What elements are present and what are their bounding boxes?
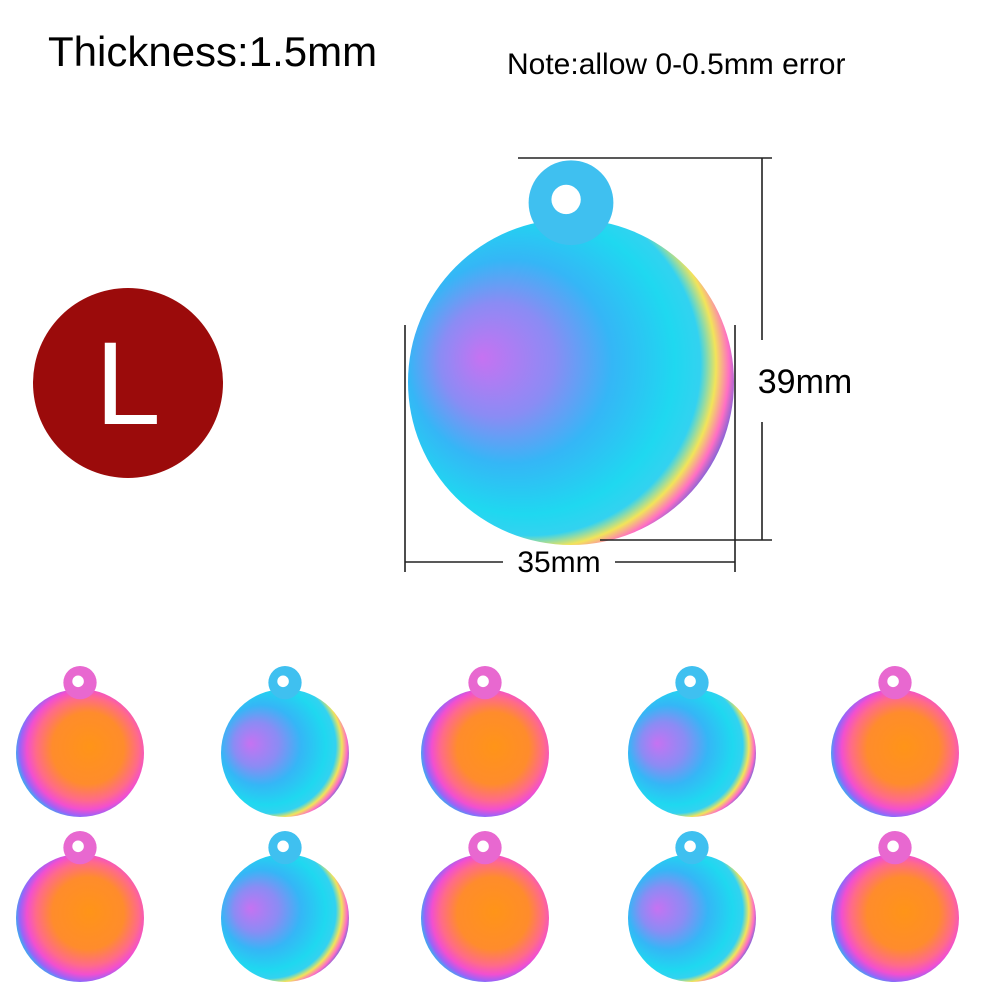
- pendant-grid: [15, 665, 959, 982]
- pendant-thumbnail: [831, 665, 959, 817]
- height-label: 39mm: [758, 363, 852, 401]
- pendant-thumbnail: [221, 665, 349, 817]
- main-pendant: [408, 160, 734, 545]
- pendant-thumbnail: [15, 665, 144, 817]
- pendant-thumbnail: [628, 665, 756, 817]
- size-badge: [33, 288, 223, 478]
- dimension-lines: [404, 157, 772, 572]
- pendant-thumbnail: [628, 830, 756, 982]
- pendant-thumbnail: [831, 830, 959, 982]
- thickness-label: Thickness:1.5mm: [48, 28, 377, 75]
- pendant-thumbnail: [221, 830, 349, 982]
- width-label: 35mm: [517, 546, 600, 579]
- pendant-thumbnail: [421, 665, 549, 817]
- note-label: Note:allow 0-0.5mm error: [507, 48, 845, 81]
- size-badge-label: L: [95, 318, 161, 450]
- pendant-thumbnail: [15, 830, 144, 982]
- pendant-thumbnail: [421, 830, 549, 982]
